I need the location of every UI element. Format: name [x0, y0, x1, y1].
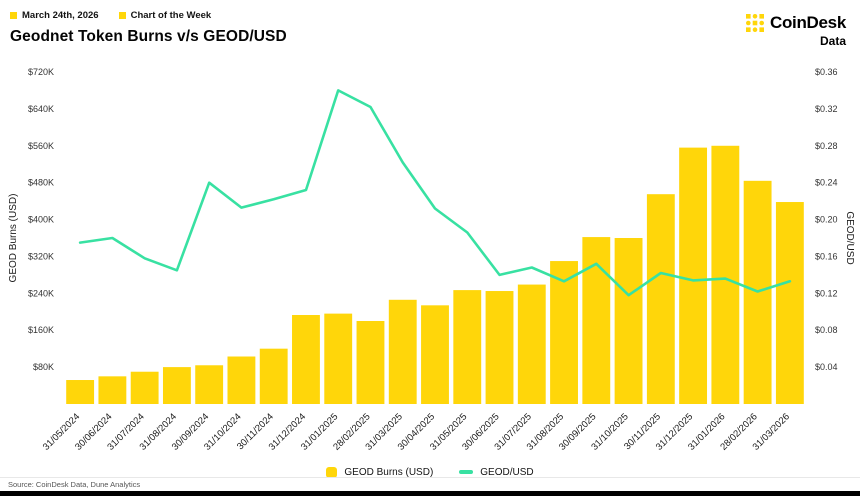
bar-geod-burns [388, 299, 417, 404]
bar-geod-burns [646, 194, 675, 404]
left-axis-tick: $160K [28, 325, 54, 335]
bar-geod-burns [98, 376, 127, 404]
bar-geod-burns [711, 145, 740, 404]
header: March 24th, 2026 Chart of the Week Geodn… [0, 0, 860, 58]
bar-geod-burns [227, 356, 256, 404]
geod-usd-line [78, 89, 792, 297]
date-label: March 24th, 2026 [10, 10, 99, 21]
date-text: March 24th, 2026 [22, 10, 99, 21]
right-axis-tick: $0.36 [815, 67, 838, 77]
coindesk-logo-icon [745, 14, 764, 32]
left-axis-tick: $560K [28, 141, 54, 151]
bar-geod-burns [259, 348, 288, 404]
bar-geod-burns [582, 237, 611, 404]
right-axis-tick: $0.12 [815, 288, 838, 298]
left-axis-title: GEOD Burns (USD) [8, 194, 19, 283]
right-axis-tick: $0.28 [815, 141, 838, 151]
coindesk-brand: CoinDesk Data [745, 13, 846, 48]
bar-geod-burns [550, 261, 578, 404]
combo-chart: $720K $640K $560K $480K $400K $320K $240K $160K… [8, 67, 855, 453]
bar-geod-burns [162, 367, 191, 404]
right-axis-tick: $0.32 [815, 104, 838, 114]
right-axis-tick: $0.08 [815, 325, 838, 335]
chart-legend: GEOD Burns (USD) GEOD/USD [0, 463, 860, 481]
bar-geod-burns [453, 290, 482, 404]
right-axis-tick: $0.04 [815, 362, 838, 372]
bar-geod-burns [324, 313, 353, 404]
bar-geod-burns [130, 371, 159, 404]
bar-geod-burns [356, 321, 385, 404]
geod-usd-swatch-icon [459, 470, 474, 474]
left-axis-tick: $80K [33, 362, 54, 372]
left-axis-tick: $640K [28, 104, 54, 114]
meta-row: March 24th, 2026 Chart of the Week [10, 10, 848, 21]
legend-item-geod-usd: GEOD/USD [459, 466, 534, 478]
legend-item-geod-burns: GEOD Burns (USD) [326, 466, 434, 478]
legend-label: GEOD Burns (USD) [344, 466, 434, 478]
geod-burns-swatch-icon [326, 466, 338, 478]
yellow-bullet-icon [118, 12, 126, 19]
bottom-black-bar [0, 491, 860, 496]
brand-sub: Data [819, 34, 846, 48]
brand-name: CoinDesk [769, 13, 846, 32]
left-axis-tick: $720K [28, 67, 54, 77]
page-title: Geodnet Token Burns v/s GEOD/USD [10, 28, 287, 45]
bar-geod-burns [679, 147, 708, 404]
chart-of-the-week-text: Chart of the Week [130, 10, 212, 21]
chart-area: $720K $640K $560K $480K $400K $320K $240K $160K… [0, 58, 860, 462]
bar-geod-burns [775, 202, 804, 404]
left-axis-tick: $480K [28, 178, 54, 188]
chart-of-the-week-label: Chart of the Week [118, 10, 212, 21]
right-axis-tick: $0.16 [815, 251, 838, 261]
bar-geod-burns [421, 305, 449, 404]
left-axis-tick: $240K [28, 288, 54, 298]
bar-geod-burns [66, 380, 95, 404]
bar-geod-burns [195, 365, 224, 404]
right-axis-tick: $0.20 [815, 215, 838, 225]
right-axis-tick: $0.24 [815, 178, 838, 188]
bar-geod-burns [292, 315, 320, 404]
left-axis-tick: $320K [28, 251, 54, 261]
right-axis-title: GEOD/USD [844, 211, 855, 264]
legend-label: GEOD/USD [480, 466, 534, 478]
bar-geod-burns [614, 238, 643, 404]
bar-geod-burns [517, 284, 546, 404]
source-attribution: Source: CoinDesk Data, Dune Analytics [0, 477, 860, 491]
bar-geod-burns [485, 291, 514, 404]
footer: Source: CoinDesk Data, Dune Analytics [0, 477, 860, 496]
left-axis-tick: $400K [28, 215, 54, 225]
yellow-bullet-icon [10, 12, 17, 19]
